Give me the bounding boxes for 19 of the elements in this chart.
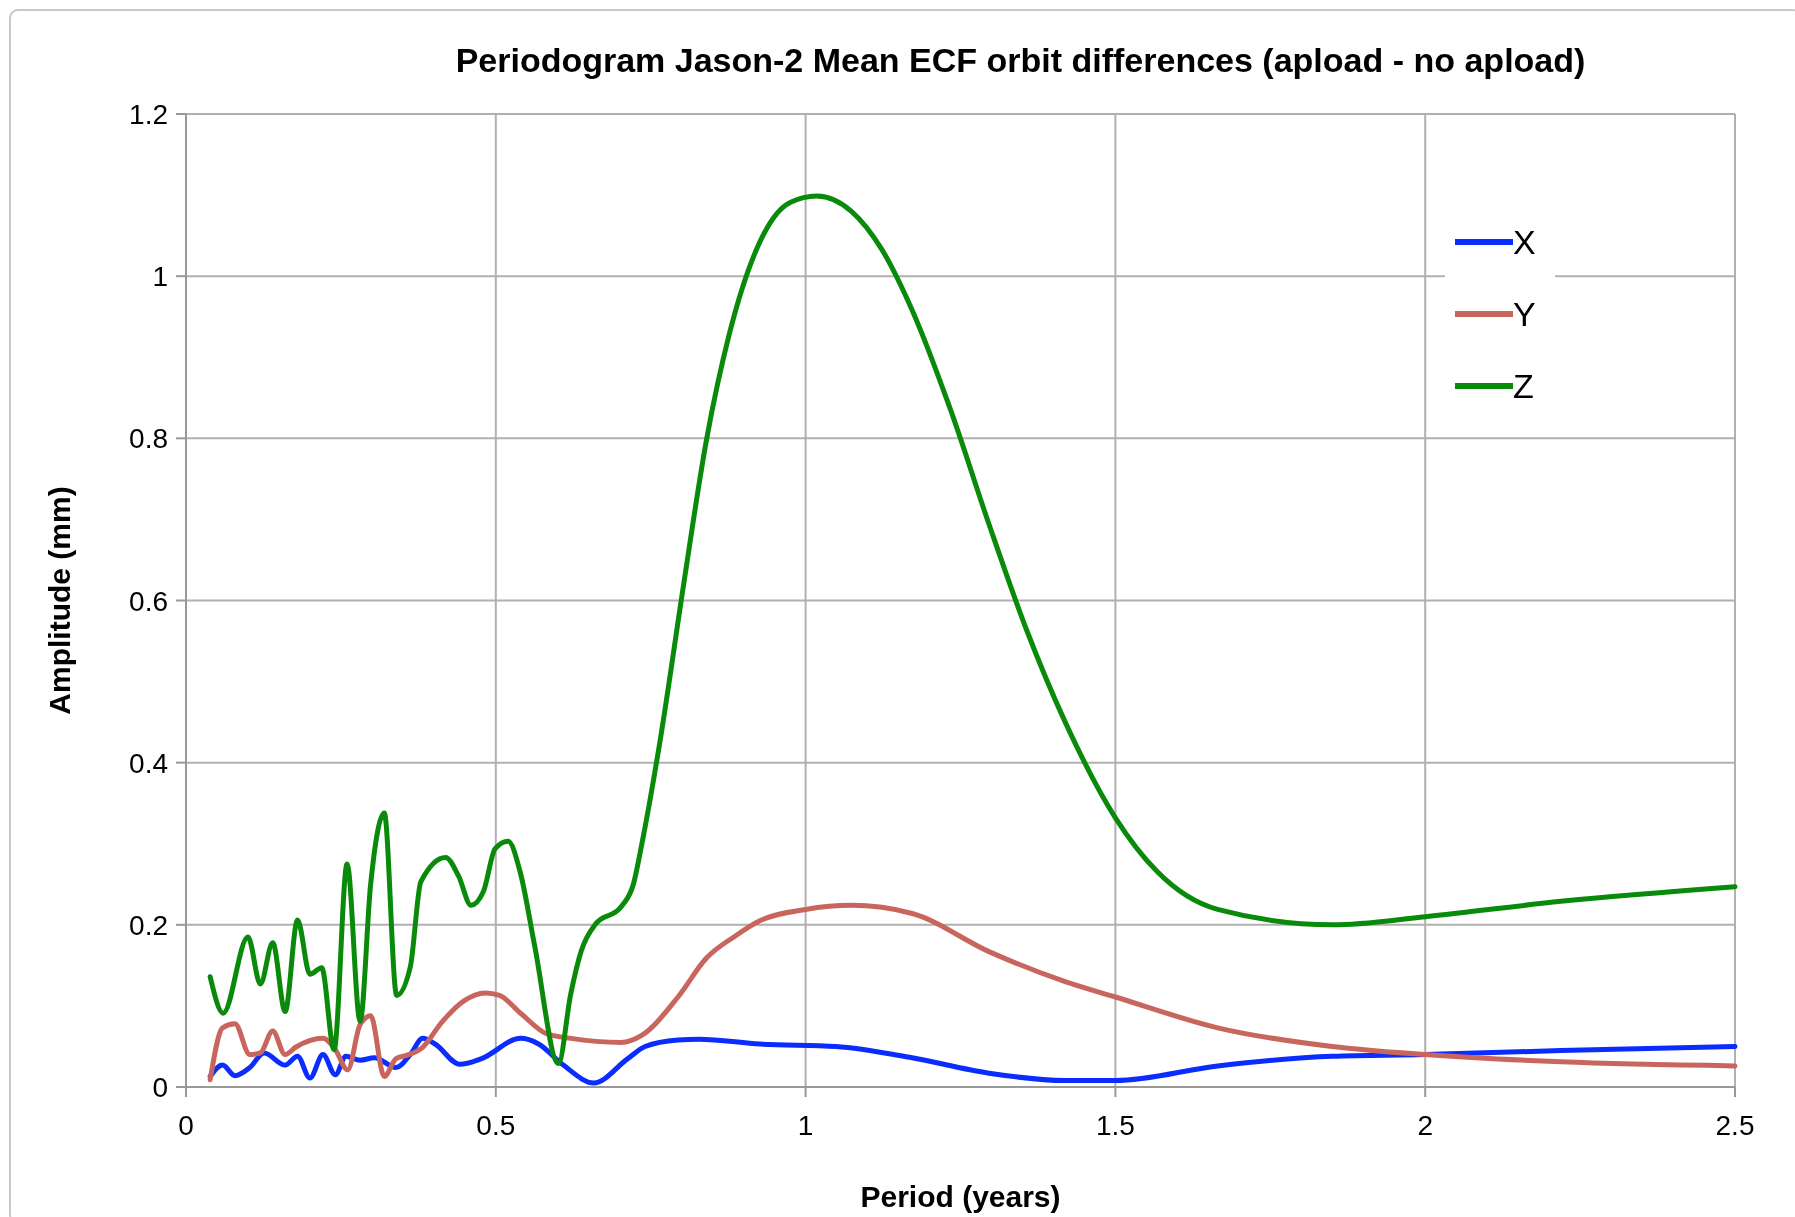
- x-tick-label: 0.5: [476, 1110, 516, 1141]
- x-tick-label: 2: [1417, 1110, 1433, 1141]
- y-axis-title: Amplitude (mm): [43, 486, 76, 715]
- y-tick-label: 1: [152, 261, 168, 293]
- y-tick-label: 1.2: [129, 99, 168, 130]
- chart-title: Periodogram Jason-2 Mean ECF orbit differences (apload - no apload): [455, 41, 1586, 79]
- y-tick-label: 0: [152, 1072, 168, 1103]
- x-tick-label: 0: [178, 1110, 194, 1141]
- x-tick-label: 1.5: [1095, 1110, 1135, 1141]
- y-tick-label: 0.6: [129, 585, 168, 617]
- y-tick-label: 0.8: [129, 423, 168, 455]
- legend-label: X: [1513, 223, 1536, 261]
- y-tick-label: 0.4: [129, 747, 168, 779]
- x-axis-title: Period (years): [860, 1180, 1061, 1213]
- y-tick-label: 0.2: [129, 909, 168, 941]
- x-tick-label: 2.5: [1715, 1110, 1755, 1141]
- x-tick-label: 1: [797, 1110, 814, 1141]
- legend-label: Z: [1513, 367, 1534, 405]
- legend-label: Y: [1513, 295, 1536, 333]
